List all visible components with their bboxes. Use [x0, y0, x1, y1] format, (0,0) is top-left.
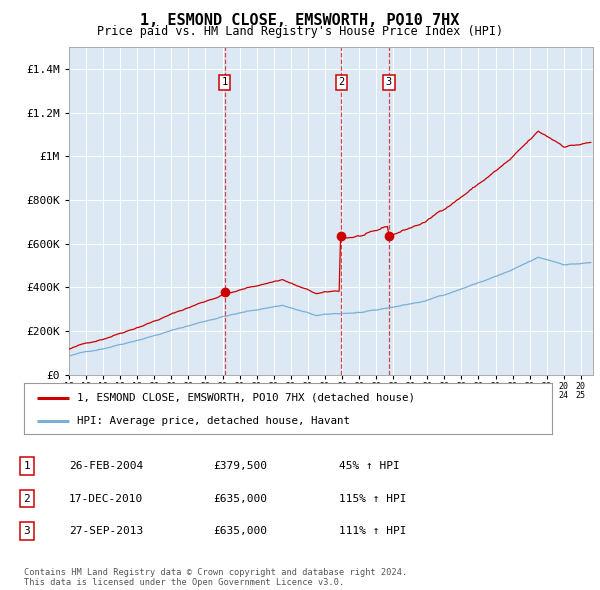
Text: 27-SEP-2013: 27-SEP-2013 [69, 526, 143, 536]
Text: 17-DEC-2010: 17-DEC-2010 [69, 494, 143, 503]
Text: Price paid vs. HM Land Registry's House Price Index (HPI): Price paid vs. HM Land Registry's House … [97, 25, 503, 38]
Text: £379,500: £379,500 [213, 461, 267, 471]
Text: 115% ↑ HPI: 115% ↑ HPI [339, 494, 407, 503]
Text: 3: 3 [23, 526, 31, 536]
Text: HPI: Average price, detached house, Havant: HPI: Average price, detached house, Hava… [77, 415, 350, 425]
Text: 45% ↑ HPI: 45% ↑ HPI [339, 461, 400, 471]
Text: 26-FEB-2004: 26-FEB-2004 [69, 461, 143, 471]
Text: 1: 1 [23, 461, 31, 471]
Text: 2: 2 [23, 494, 31, 503]
Text: 111% ↑ HPI: 111% ↑ HPI [339, 526, 407, 536]
Text: 1, ESMOND CLOSE, EMSWORTH, PO10 7HX (detached house): 1, ESMOND CLOSE, EMSWORTH, PO10 7HX (det… [77, 392, 415, 402]
Text: Contains HM Land Registry data © Crown copyright and database right 2024.
This d: Contains HM Land Registry data © Crown c… [24, 568, 407, 587]
Text: 1, ESMOND CLOSE, EMSWORTH, PO10 7HX: 1, ESMOND CLOSE, EMSWORTH, PO10 7HX [140, 13, 460, 28]
Text: £635,000: £635,000 [213, 526, 267, 536]
Text: £635,000: £635,000 [213, 494, 267, 503]
Text: 1: 1 [221, 77, 228, 87]
Text: 2: 2 [338, 77, 344, 87]
Text: 3: 3 [386, 77, 392, 87]
